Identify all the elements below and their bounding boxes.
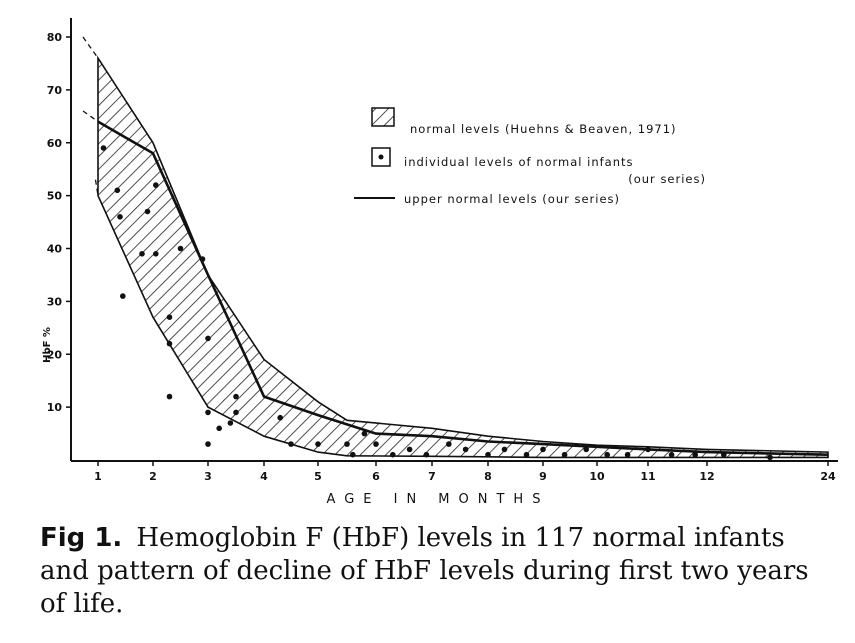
infant-point-27	[390, 451, 396, 458]
infant-point-15	[205, 441, 211, 447]
upper-normal-line	[97, 120, 829, 456]
infant-point-41	[668, 451, 675, 458]
legend-dots-label: individual levels of normal infants	[404, 155, 634, 169]
infant-point-14	[205, 409, 211, 416]
infant-point-17	[227, 420, 234, 426]
infant-point-1	[114, 187, 121, 194]
infant-point-34	[523, 451, 530, 458]
x-tick-label-24: 24	[820, 470, 836, 483]
infant-point-16	[216, 425, 222, 432]
infant-point-2	[117, 214, 123, 220]
x-tick-label-12: 12	[699, 470, 714, 483]
infant-point-42	[692, 451, 698, 458]
x-tick-label-10: 10	[589, 470, 605, 483]
infant-point-28	[406, 446, 413, 453]
infant-point-33	[501, 446, 508, 453]
infant-point-0	[100, 145, 107, 151]
infant-point-38	[604, 451, 610, 458]
x-tick-label-11: 11	[640, 470, 655, 483]
infant-point-19	[233, 409, 239, 416]
infant-point-26	[373, 441, 379, 447]
infant-point-4	[139, 251, 145, 257]
infant-point-22	[315, 441, 321, 447]
y-tick-label-50: 50	[47, 190, 63, 203]
normal-range-band	[97, 55, 829, 459]
figure-caption: Fig 1. Hemoglobin F (HbF) levels in 117 n…	[40, 522, 840, 621]
x-axis-label: AGE IN MONTHS	[327, 492, 550, 507]
infant-point-9	[166, 340, 173, 347]
infant-point-3	[120, 293, 126, 299]
legend-band-label: normal levels (Huehns & Beaven, 1971)	[410, 122, 677, 136]
infant-point-37	[583, 446, 589, 453]
y-tick-label-20: 20	[47, 348, 63, 361]
infant-point-18	[233, 393, 239, 400]
infant-point-12	[199, 256, 206, 262]
infant-point-11	[177, 245, 184, 252]
legend-band-swatch	[371, 107, 395, 127]
extrapolation-dash-0	[82, 36, 99, 59]
infant-point-32	[485, 451, 491, 458]
legend-line-label: upper normal levels (our series)	[404, 192, 620, 206]
infant-point-36	[561, 451, 568, 458]
caption-text: Hemoglobin F (HbF) levels in 117 normal …	[40, 523, 809, 619]
y-axis-label: HbF %	[42, 327, 53, 363]
extrapolation-dash-2	[94, 179, 99, 196]
y-tick-label-40: 40	[47, 243, 63, 256]
infant-point-44	[767, 454, 773, 461]
y-tick-label-60: 60	[47, 137, 63, 150]
infant-point-25	[361, 430, 368, 437]
infant-point-6	[153, 182, 159, 188]
infant-point-24	[350, 451, 356, 458]
x-tick-label-5: 5	[314, 470, 322, 483]
x-tick-label-7: 7	[428, 470, 436, 483]
infant-point-20	[277, 414, 284, 421]
infant-point-40	[645, 446, 651, 453]
infant-point-29	[423, 451, 430, 458]
extrapolation-dash-1	[82, 110, 99, 123]
infant-point-7	[153, 251, 159, 257]
x-tick-label-2: 2	[149, 470, 157, 483]
x-tick-label-3: 3	[204, 470, 212, 483]
legend-dot-marker	[378, 154, 384, 160]
infant-point-23	[344, 441, 350, 447]
y-tick-label-10: 10	[47, 401, 63, 414]
x-tick-label-8: 8	[484, 470, 492, 483]
infant-point-5	[144, 208, 151, 215]
infant-point-43	[721, 451, 727, 458]
legend-dot-swatch	[371, 147, 391, 167]
legend: normal levels (Huehns & Beaven, 1971) in…	[354, 107, 706, 206]
y-tick-label-80: 80	[47, 31, 63, 44]
infant-point-30	[446, 441, 452, 447]
x-tick-label-4: 4	[260, 470, 268, 483]
infant-point-13	[205, 335, 211, 342]
y-tick-label-30: 30	[47, 295, 63, 308]
caption-label: Fig 1.	[40, 523, 123, 553]
x-tick-label-6: 6	[372, 470, 380, 483]
infant-point-8	[166, 314, 173, 321]
infant-point-10	[166, 393, 173, 400]
y-tick-label-70: 70	[47, 84, 63, 97]
x-tick-label-1: 1	[94, 470, 102, 483]
x-tick-label-9: 9	[539, 470, 547, 483]
legend-dots-label-2: (our series)	[628, 172, 706, 186]
infant-point-39	[624, 451, 631, 458]
infant-point-21	[288, 441, 294, 447]
infant-point-35	[540, 446, 546, 453]
infant-point-31	[462, 446, 469, 453]
